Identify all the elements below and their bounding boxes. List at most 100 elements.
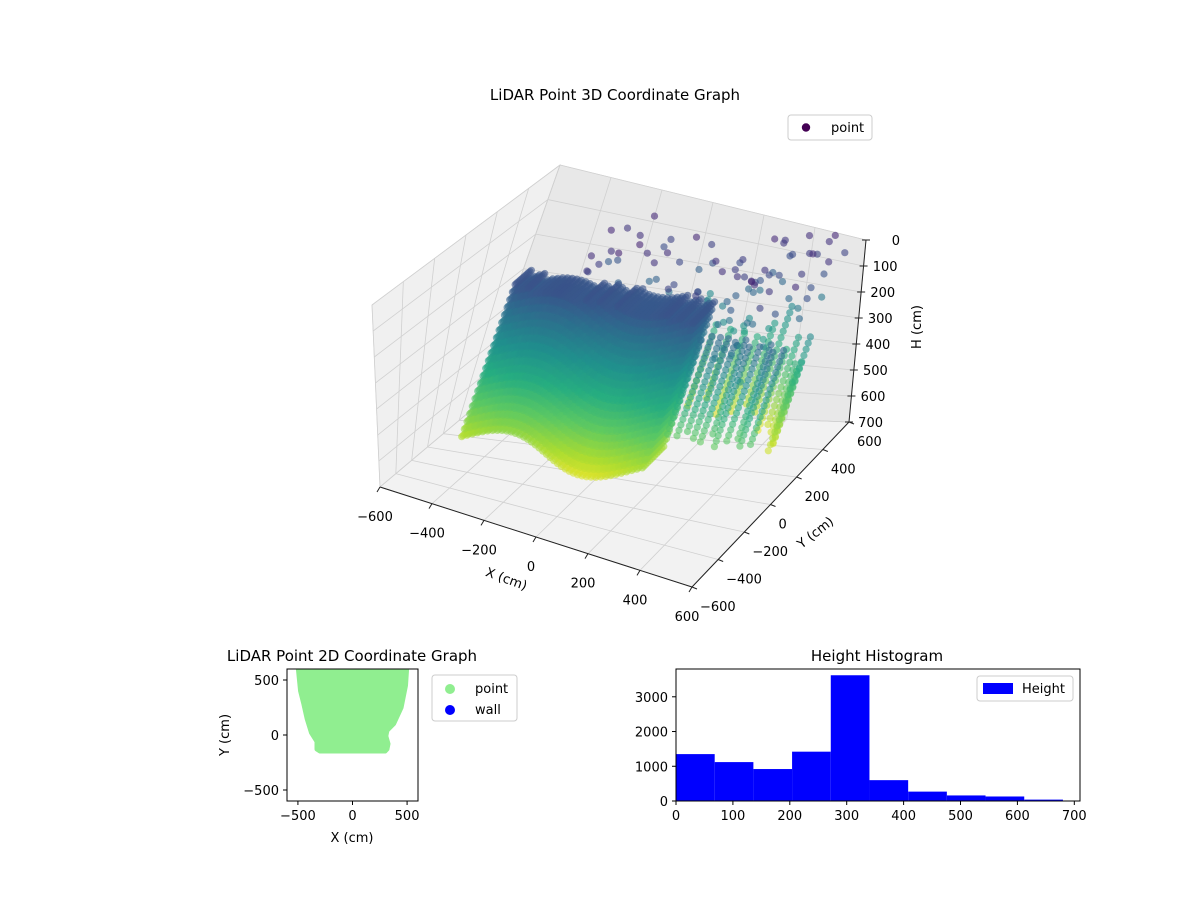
- point-3d: [793, 370, 801, 378]
- point-3d: [604, 258, 613, 266]
- grid-line-z: [376, 302, 512, 410]
- grid-line-y: [442, 211, 498, 434]
- chart-3d: LiDAR Point 3D Coordinate Graph −600−400…: [357, 86, 925, 625]
- point-3d: [825, 258, 833, 266]
- point-3d: [756, 286, 764, 294]
- point-3d: [743, 319, 751, 327]
- point-3d: [798, 270, 806, 278]
- point-3d: [802, 345, 810, 353]
- point-3d: [779, 327, 787, 335]
- point-3d: [725, 316, 734, 325]
- point-3d: [809, 250, 817, 258]
- point-3d: [727, 306, 735, 314]
- point-3d: [749, 288, 757, 296]
- point-3d: [607, 247, 615, 255]
- grid-line-z: [372, 199, 549, 332]
- grid-line-y: [371, 304, 381, 488]
- grid-line-z: [535, 233, 862, 293]
- point-3d: [792, 340, 800, 348]
- point-3d: [806, 333, 815, 341]
- point-3d: [753, 333, 761, 341]
- grid-line-y: [395, 473, 719, 560]
- point-3d: [663, 249, 672, 257]
- point-3d: [807, 284, 815, 292]
- point-3d: [614, 256, 622, 264]
- point-3d: [643, 249, 651, 257]
- point-3d: [623, 224, 632, 232]
- point-3d: [706, 290, 714, 298]
- point-3d: [820, 270, 828, 278]
- point-3d: [794, 333, 803, 341]
- point-3d: [692, 233, 701, 241]
- point-3d: [718, 268, 726, 276]
- grid-line-z: [375, 268, 524, 384]
- grid-line-z: [559, 164, 867, 241]
- point-3d: [670, 281, 678, 289]
- point-3d: [676, 258, 684, 266]
- point-3d: [831, 231, 839, 239]
- point-3d: [798, 358, 806, 366]
- point-3d: [786, 309, 794, 317]
- point-3d: [795, 315, 804, 323]
- grid-line-y: [427, 234, 467, 448]
- point-3d: [777, 334, 785, 342]
- point-3d: [789, 250, 797, 258]
- point-3d: [777, 409, 786, 418]
- grid-line-z: [374, 233, 536, 358]
- point-3d: [771, 310, 779, 318]
- point-3d: [775, 389, 783, 397]
- point-3d: [660, 243, 668, 251]
- point-3d: [773, 422, 781, 430]
- point-3d: [788, 378, 797, 386]
- point-3d: [730, 327, 738, 335]
- point-3d: [818, 293, 826, 301]
- point-3d: [794, 304, 802, 312]
- point-3d: [769, 434, 777, 442]
- point-3d: [765, 288, 773, 296]
- point-3d: [739, 256, 747, 264]
- point-3d: [587, 252, 596, 260]
- point-3d: [805, 232, 814, 240]
- point-3d: [792, 283, 800, 291]
- point-3d: [825, 238, 833, 246]
- point-3d: [785, 295, 793, 303]
- point-3d: [775, 271, 783, 279]
- point-3d: [841, 249, 849, 257]
- point-3d: [607, 226, 615, 234]
- point-3d: [784, 391, 792, 399]
- point-3d: [708, 240, 716, 249]
- point-3d: [788, 302, 796, 310]
- point-3d: [650, 212, 659, 220]
- point-3d: [740, 273, 749, 281]
- grid-line-y: [395, 281, 404, 474]
- point-3d: [771, 319, 779, 327]
- point-3d: [782, 397, 790, 405]
- point-3d: [775, 416, 783, 424]
- point-3d: [765, 325, 773, 333]
- grid-line-y: [411, 258, 436, 461]
- point-3d: [764, 447, 772, 455]
- point-3d: [645, 277, 653, 285]
- point-3d: [780, 239, 788, 247]
- point-3d: [759, 335, 767, 343]
- point-3d: [761, 266, 769, 274]
- point-3d: [714, 320, 722, 329]
- point-3d: [804, 339, 812, 347]
- point-3d: [667, 235, 675, 243]
- point-3d: [636, 241, 644, 249]
- point-3d: [775, 340, 783, 348]
- point-3d: [803, 295, 811, 303]
- point-3d: [719, 302, 727, 310]
- point-3d: [773, 396, 781, 404]
- point-3d: [749, 320, 757, 328]
- point-3d: [781, 371, 790, 379]
- chart-3d-title: LiDAR Point 3D Coordinate Graph: [490, 86, 740, 104]
- point-3d: [695, 265, 703, 274]
- point-3d: [766, 441, 775, 449]
- grid-line-z: [378, 372, 488, 462]
- point-3d: [764, 420, 772, 429]
- point-cloud-3d: [458, 212, 849, 481]
- grid-line-y: [411, 459, 745, 533]
- point-3d: [779, 377, 787, 385]
